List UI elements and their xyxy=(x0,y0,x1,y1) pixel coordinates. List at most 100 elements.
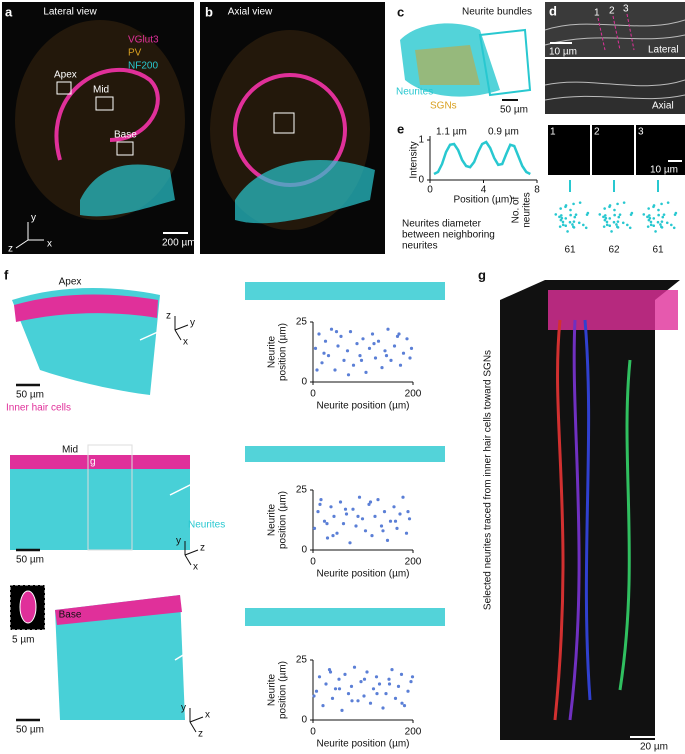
point xyxy=(382,510,387,514)
neurite-dot xyxy=(647,207,650,210)
note: between neighboring xyxy=(402,230,495,241)
point xyxy=(365,670,369,674)
point xyxy=(398,512,402,516)
point xyxy=(385,538,390,543)
cut-line xyxy=(612,15,621,51)
count: 61 xyxy=(652,245,664,256)
view-title: Axial view xyxy=(228,7,273,18)
point xyxy=(351,363,356,367)
section xyxy=(636,125,685,175)
point xyxy=(337,687,342,691)
label: 1 xyxy=(594,8,600,19)
roi-box xyxy=(95,96,114,111)
neurite-dot xyxy=(622,201,626,204)
neurite-dot xyxy=(616,220,620,223)
label: y xyxy=(190,318,195,329)
label: y xyxy=(31,213,36,224)
point xyxy=(333,687,338,691)
neurite-dot xyxy=(654,230,657,233)
panel-letter: b xyxy=(205,4,213,19)
neurite-dot xyxy=(605,220,609,224)
neurite-dot xyxy=(602,225,606,228)
scale-label: 50 µm xyxy=(500,105,528,116)
label: z xyxy=(8,244,13,255)
neurite-dot xyxy=(561,220,565,224)
y-tick-label: 1 xyxy=(418,135,424,146)
vertical-label: Selected neurites traced from inner hair… xyxy=(483,350,494,610)
scale-label: 10 µm xyxy=(650,165,678,176)
point xyxy=(313,346,318,350)
legend-entry: NF200 xyxy=(128,61,158,72)
scale-label: 50 µm xyxy=(16,725,44,736)
nerve xyxy=(80,164,175,217)
neurite-dot xyxy=(559,214,563,217)
panel-letter: a xyxy=(5,4,13,19)
neurite-dot xyxy=(564,205,567,209)
point xyxy=(335,531,339,535)
neurite-dot xyxy=(673,213,677,216)
x-tick-label: 0 xyxy=(310,727,316,738)
trace xyxy=(568,319,581,721)
point xyxy=(351,507,355,511)
strip xyxy=(245,608,445,626)
trace xyxy=(553,319,565,721)
scale-label: 50 µm xyxy=(16,555,44,566)
point xyxy=(317,675,322,679)
ihc-band xyxy=(55,595,182,625)
point xyxy=(404,531,409,535)
label: Lateral xyxy=(648,45,679,56)
point xyxy=(377,682,382,686)
point xyxy=(312,526,317,531)
neurite-dot xyxy=(603,218,607,222)
point xyxy=(360,517,365,521)
neurite-dot xyxy=(603,207,606,210)
nerve xyxy=(235,160,375,224)
point xyxy=(329,327,334,331)
y-axis-label: Intensity xyxy=(409,141,420,178)
neurite-dot xyxy=(569,213,572,217)
neurite-dot xyxy=(647,214,651,217)
point xyxy=(316,510,320,514)
neurite-dot xyxy=(629,213,633,216)
point xyxy=(340,708,344,713)
neurite-dot xyxy=(561,223,565,227)
label: 3 xyxy=(623,4,629,15)
point xyxy=(354,524,358,528)
neurite-dot xyxy=(573,215,577,219)
point xyxy=(349,684,354,689)
neurite-dot xyxy=(618,213,622,216)
y-tick-label: 0 xyxy=(301,377,307,388)
legend-entry: VGlut3 xyxy=(128,35,159,46)
point xyxy=(344,512,349,516)
neurite-dot xyxy=(617,215,621,219)
point xyxy=(408,356,412,360)
axis-triad xyxy=(189,708,204,733)
point xyxy=(329,505,333,509)
point xyxy=(373,514,377,519)
neurite-dot xyxy=(572,225,575,229)
y-tick-label: 25 xyxy=(296,485,308,496)
cut-line xyxy=(597,17,606,51)
point xyxy=(367,502,371,506)
neurite-dot xyxy=(558,215,561,219)
strip xyxy=(245,446,445,462)
point xyxy=(362,677,367,681)
neurite-dot xyxy=(647,218,651,222)
neurite-dot xyxy=(649,223,653,227)
label: g xyxy=(90,457,96,468)
neurite-dot xyxy=(613,208,616,212)
panel-letter: f xyxy=(4,267,9,282)
point xyxy=(374,675,379,679)
scale-label: 5 µm xyxy=(12,635,34,646)
point xyxy=(376,498,380,502)
point xyxy=(346,373,351,377)
neurite-dot xyxy=(652,224,656,228)
point xyxy=(400,701,404,705)
neurite-dot xyxy=(661,215,665,219)
trace xyxy=(618,359,632,691)
label: 1 xyxy=(550,127,556,138)
neurite-dot xyxy=(626,223,629,227)
neurite-dot xyxy=(572,220,576,223)
image-g xyxy=(500,280,680,740)
